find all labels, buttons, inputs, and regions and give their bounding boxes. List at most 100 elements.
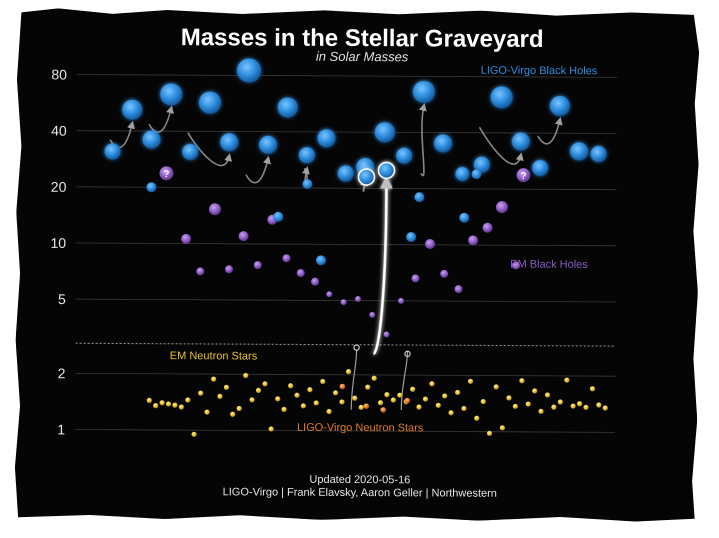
ligo-black-hole-point	[142, 131, 160, 149]
em-neutron-star-point	[526, 401, 531, 406]
em-neutron-star-point	[153, 403, 158, 408]
chart-card: 1 2 5 10 20 40 80 ?? LIGO-Virgo Black Holes EM …	[15, 8, 700, 522]
em-black-hole-point	[355, 296, 361, 302]
em-neutron-star-point	[564, 377, 569, 382]
ligo-black-hole-input-point	[459, 213, 469, 223]
em-neutron-star-point	[185, 397, 190, 402]
em-neutron-star-point	[506, 395, 511, 400]
ligo-black-hole-point	[396, 148, 412, 164]
em-neutron-star-point	[551, 405, 556, 410]
chart-title: Masses in the Stellar Graveyard	[181, 24, 544, 53]
ns-merger-arrow	[351, 351, 356, 410]
y-tick-label: 20	[51, 179, 67, 195]
merger-arrow	[110, 124, 132, 148]
y-tick-label: 40	[51, 123, 67, 139]
grid-line	[76, 187, 616, 190]
em-neutron-star-point	[423, 396, 428, 401]
em-neutron-star-point	[494, 384, 499, 389]
grid-line	[76, 243, 616, 246]
ligo-black-hole-input-point	[316, 255, 326, 265]
ligo-black-hole-point	[199, 92, 221, 114]
em-black-hole-point	[239, 231, 249, 241]
em-neutron-star-point	[288, 383, 293, 388]
em-neutron-star-point	[474, 416, 479, 421]
ns-merger-arrow	[401, 351, 407, 410]
grid-line	[77, 75, 617, 78]
em-neutron-star-point	[217, 394, 222, 399]
em-neutron-star-point	[224, 385, 229, 390]
ligo-black-hole-point	[299, 147, 315, 163]
highlight-black-hole-point	[358, 169, 374, 185]
series-label: EM Neutron Stars	[170, 350, 258, 362]
em-neutron-star-point	[391, 397, 396, 402]
em-neutron-star-point	[269, 426, 274, 431]
em-neutron-star-point	[410, 387, 415, 392]
em-neutron-star-point	[307, 387, 312, 392]
em-neutron-star-point	[436, 403, 441, 408]
em-black-hole-point	[209, 203, 221, 215]
em-neutron-star-point	[275, 396, 280, 401]
merger-arrow	[479, 127, 521, 164]
em-black-hole-point	[496, 201, 508, 213]
em-neutron-star-point	[577, 401, 582, 406]
y-tick-label: 2	[58, 365, 66, 381]
em-black-hole-point	[468, 235, 478, 245]
ligo-black-hole-input-point	[146, 182, 156, 192]
y-tick-label: 1	[57, 421, 65, 437]
ligo-black-hole-point	[474, 157, 490, 173]
ligo-black-hole-input-point	[414, 192, 424, 202]
em-neutron-star-point	[455, 390, 460, 395]
ligo-black-hole-input-point	[302, 179, 312, 189]
em-black-hole-point	[341, 299, 347, 305]
em-neutron-star-point	[179, 404, 184, 409]
em-neutron-star-point	[583, 405, 588, 410]
ligo-neutron-star-point	[380, 407, 386, 413]
grid-lines	[75, 75, 617, 433]
em-neutron-star-point	[333, 390, 338, 395]
em-black-hole-point	[311, 278, 319, 286]
footer-credits: LIGO-Virgo | Frank Elavsky, Aaron Geller…	[223, 486, 497, 499]
em-neutron-star-point	[519, 378, 524, 383]
em-neutron-star-point	[532, 388, 537, 393]
em-neutron-star-point	[359, 405, 364, 410]
em-neutron-star-point	[468, 379, 473, 384]
series-label: LIGO-Virgo Black Holes	[481, 65, 598, 78]
merger-arrow	[421, 106, 424, 176]
ligo-neutron-star-point	[404, 398, 410, 404]
ligo-black-hole-point	[182, 144, 198, 160]
ligo-black-hole-point	[550, 96, 570, 116]
unknown-object-point	[516, 168, 530, 182]
em-neutron-star-point	[397, 393, 402, 398]
em-neutron-star-point	[352, 396, 357, 401]
y-tick-label: 5	[58, 291, 66, 307]
ligo-neutron-star-point	[363, 403, 369, 409]
highlight-merger-arrow	[374, 181, 387, 354]
em-neutron-star-point	[166, 401, 171, 406]
em-neutron-star-point	[326, 409, 331, 414]
ligo-black-hole-point	[278, 97, 298, 117]
unknown-object-label: ?	[520, 171, 526, 182]
em-neutron-star-point	[429, 381, 434, 386]
em-neutron-star-point	[230, 412, 235, 417]
em-neutron-star-point	[442, 393, 447, 398]
em-neutron-star-point	[294, 393, 299, 398]
em-neutron-star-point	[249, 397, 254, 402]
y-tick-label: 10	[50, 235, 66, 251]
em-neutron-star-point	[243, 373, 248, 378]
em-black-hole-point	[225, 265, 233, 273]
em-neutron-star-point	[590, 386, 595, 391]
series-label: LIGO-Virgo Neutron Stars	[297, 422, 424, 435]
merger-arrow	[246, 159, 268, 183]
ligo-black-hole-input-point	[273, 212, 283, 222]
ligo-black-hole-point	[532, 160, 548, 176]
ligo-black-hole-point	[105, 143, 121, 159]
em-neutron-star-point	[204, 410, 209, 415]
em-black-hole-point	[440, 270, 448, 278]
em-black-hole-point	[383, 331, 389, 337]
y-tick-label: 80	[51, 66, 67, 82]
grid-line	[77, 131, 617, 134]
ligo-black-hole-point	[434, 134, 452, 152]
em-black-hole-point	[196, 267, 204, 275]
em-neutron-star-point	[237, 406, 242, 411]
ns-merger-remnant-point	[354, 345, 359, 350]
